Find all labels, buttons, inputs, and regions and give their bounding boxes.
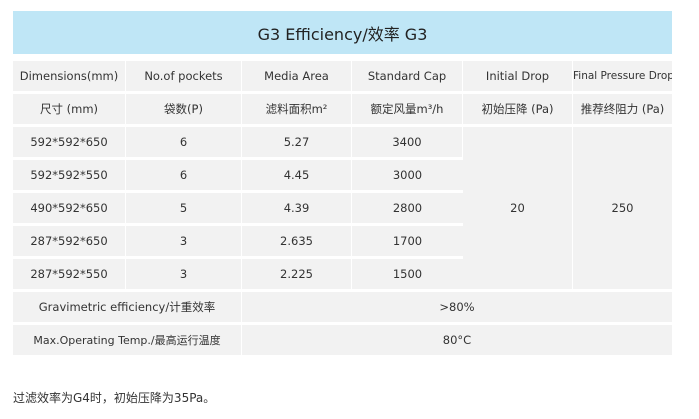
table-row: 287*592*550 3 2.225 1500 [13,259,672,289]
col-header-pockets: No.of pockets [126,61,242,91]
table-row: 287*592*650 3 2.635 1700 [13,226,672,256]
col-header-standard-cap: Standard Cap [352,61,463,91]
col-header-media-area-cn: 滤料面积m² [242,94,352,124]
col-header-final-drop: Final Pressure Drop [573,61,672,91]
col-header-media-area: Media Area [242,61,352,91]
initial-drop-value: 20 [463,127,573,289]
table-row: 592*592*550 6 4.45 3000 [13,160,672,190]
dimension-cell: 592*592*650 [13,127,126,157]
media-area-cell: 2.635 [242,226,352,256]
table-row: 592*592*650 6 5.27 3400 20 250 [13,127,672,289]
final-drop-value: 250 [573,127,672,289]
media-area-cell: 5.27 [242,127,352,157]
col-header-final-drop-cn: 推荐终阻力 (Pa) [573,94,672,124]
pockets-cell: 6 [126,160,242,190]
col-header-standard-cap-cn: 额定风量m³/h [352,94,463,124]
dimension-cell: 490*592*650 [13,193,126,223]
standard-cap-cell: 1700 [352,226,463,256]
col-header-initial-drop: Initial Drop [463,61,573,91]
spec-table: Dimensions(mm) No.of pockets Media Area … [13,58,672,358]
col-header-dimensions: Dimensions(mm) [13,61,126,91]
pockets-cell: 5 [126,193,242,223]
max-temp-label: Max.Operating Temp./最高运行温度 [13,325,242,355]
media-area-cell: 2.225 [242,259,352,289]
max-temp-value: 80°C [242,325,672,355]
gravimetric-row: Gravimetric efficiency/计重效率 >80% [13,292,672,322]
standard-cap-cell: 1500 [352,259,463,289]
standard-cap-cell: 3400 [352,127,463,157]
media-area-cell: 4.45 [242,160,352,190]
max-temp-row: Max.Operating Temp./最高运行温度 80°C [13,325,672,355]
col-header-dimensions-cn: 尺寸 (mm) [13,94,126,124]
table-row: 490*592*650 5 4.39 2800 [13,193,672,223]
pockets-cell: 3 [126,226,242,256]
dimension-cell: 592*592*550 [13,160,126,190]
pockets-cell: 6 [126,127,242,157]
pockets-cell: 3 [126,259,242,289]
table-title: G3 Efficiency/效率 G3 [13,11,672,54]
col-header-initial-drop-cn: 初始压降 (Pa) [463,94,573,124]
header-row-cn: 尺寸 (mm) 袋数(P) 滤料面积m² 额定风量m³/h 初始压降 (Pa) … [13,94,672,124]
gravimetric-label: Gravimetric efficiency/计重效率 [13,292,242,322]
dimension-cell: 287*592*550 [13,259,126,289]
footnote: 过滤效率为G4时，初始压降为35Pa。 [13,391,216,405]
gravimetric-value: >80% [242,292,672,322]
col-header-pockets-cn: 袋数(P) [126,94,242,124]
header-row-en: Dimensions(mm) No.of pockets Media Area … [13,61,672,91]
dimension-cell: 287*592*650 [13,226,126,256]
standard-cap-cell: 3000 [352,160,463,190]
media-area-cell: 4.39 [242,193,352,223]
standard-cap-cell: 2800 [352,193,463,223]
